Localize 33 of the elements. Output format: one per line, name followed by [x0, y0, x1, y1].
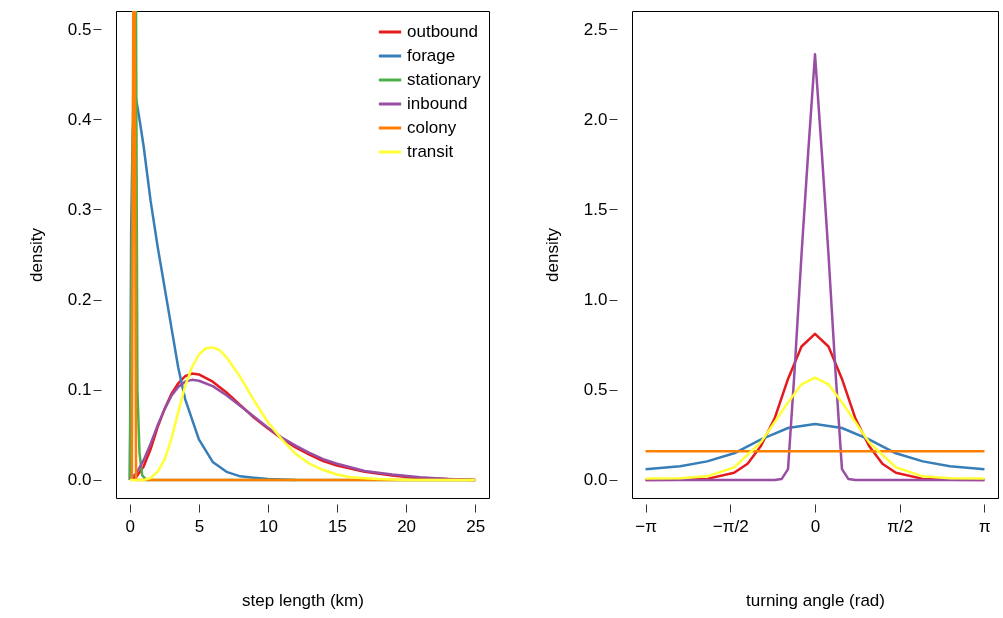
- y-tick-label: 0.0: [583, 470, 608, 490]
- x-axis-title: turning angle (rad): [746, 590, 885, 610]
- legend-label: forage: [407, 46, 456, 65]
- y-tick-label: 0.4: [67, 109, 92, 129]
- y-tick-label: 2.5: [583, 19, 608, 39]
- legend-label: inbound: [407, 94, 468, 113]
- y-tick-label: 0.1: [67, 380, 92, 400]
- legend-label: colony: [407, 118, 457, 137]
- y-tick-label: 0.5: [583, 380, 608, 400]
- x-tick-label: 10: [259, 516, 278, 536]
- legend-label: stationary: [407, 70, 482, 89]
- x-axis-title: step length (km): [242, 590, 364, 610]
- legend-label: transit: [407, 142, 454, 161]
- x-tick-label: −π/2: [712, 516, 749, 536]
- x-tick-label: 25: [466, 516, 486, 536]
- legend-label: outbound: [407, 22, 478, 41]
- y-tick-label: 2.0: [583, 109, 608, 129]
- x-tick-label: π/2: [887, 516, 914, 536]
- y-tick-label: 0.2: [67, 290, 92, 310]
- y-tick-label: 0.5: [67, 19, 92, 39]
- y-tick-label: 0.3: [67, 199, 92, 219]
- x-tick-label: −π: [635, 516, 657, 536]
- x-tick-label: 5: [194, 516, 205, 536]
- y-tick-label: 1.0: [583, 290, 608, 310]
- y-tick-label: 0.0: [67, 470, 92, 490]
- x-tick-label: 15: [328, 516, 347, 536]
- x-tick-label: π: [979, 516, 991, 536]
- y-tick-label: 1.5: [583, 199, 608, 219]
- x-tick-label: 20: [397, 516, 417, 536]
- x-tick-label: 0: [125, 516, 136, 536]
- y-axis-title: density: [26, 227, 46, 282]
- x-tick-label: 0: [810, 516, 821, 536]
- y-axis-title: density: [542, 227, 562, 282]
